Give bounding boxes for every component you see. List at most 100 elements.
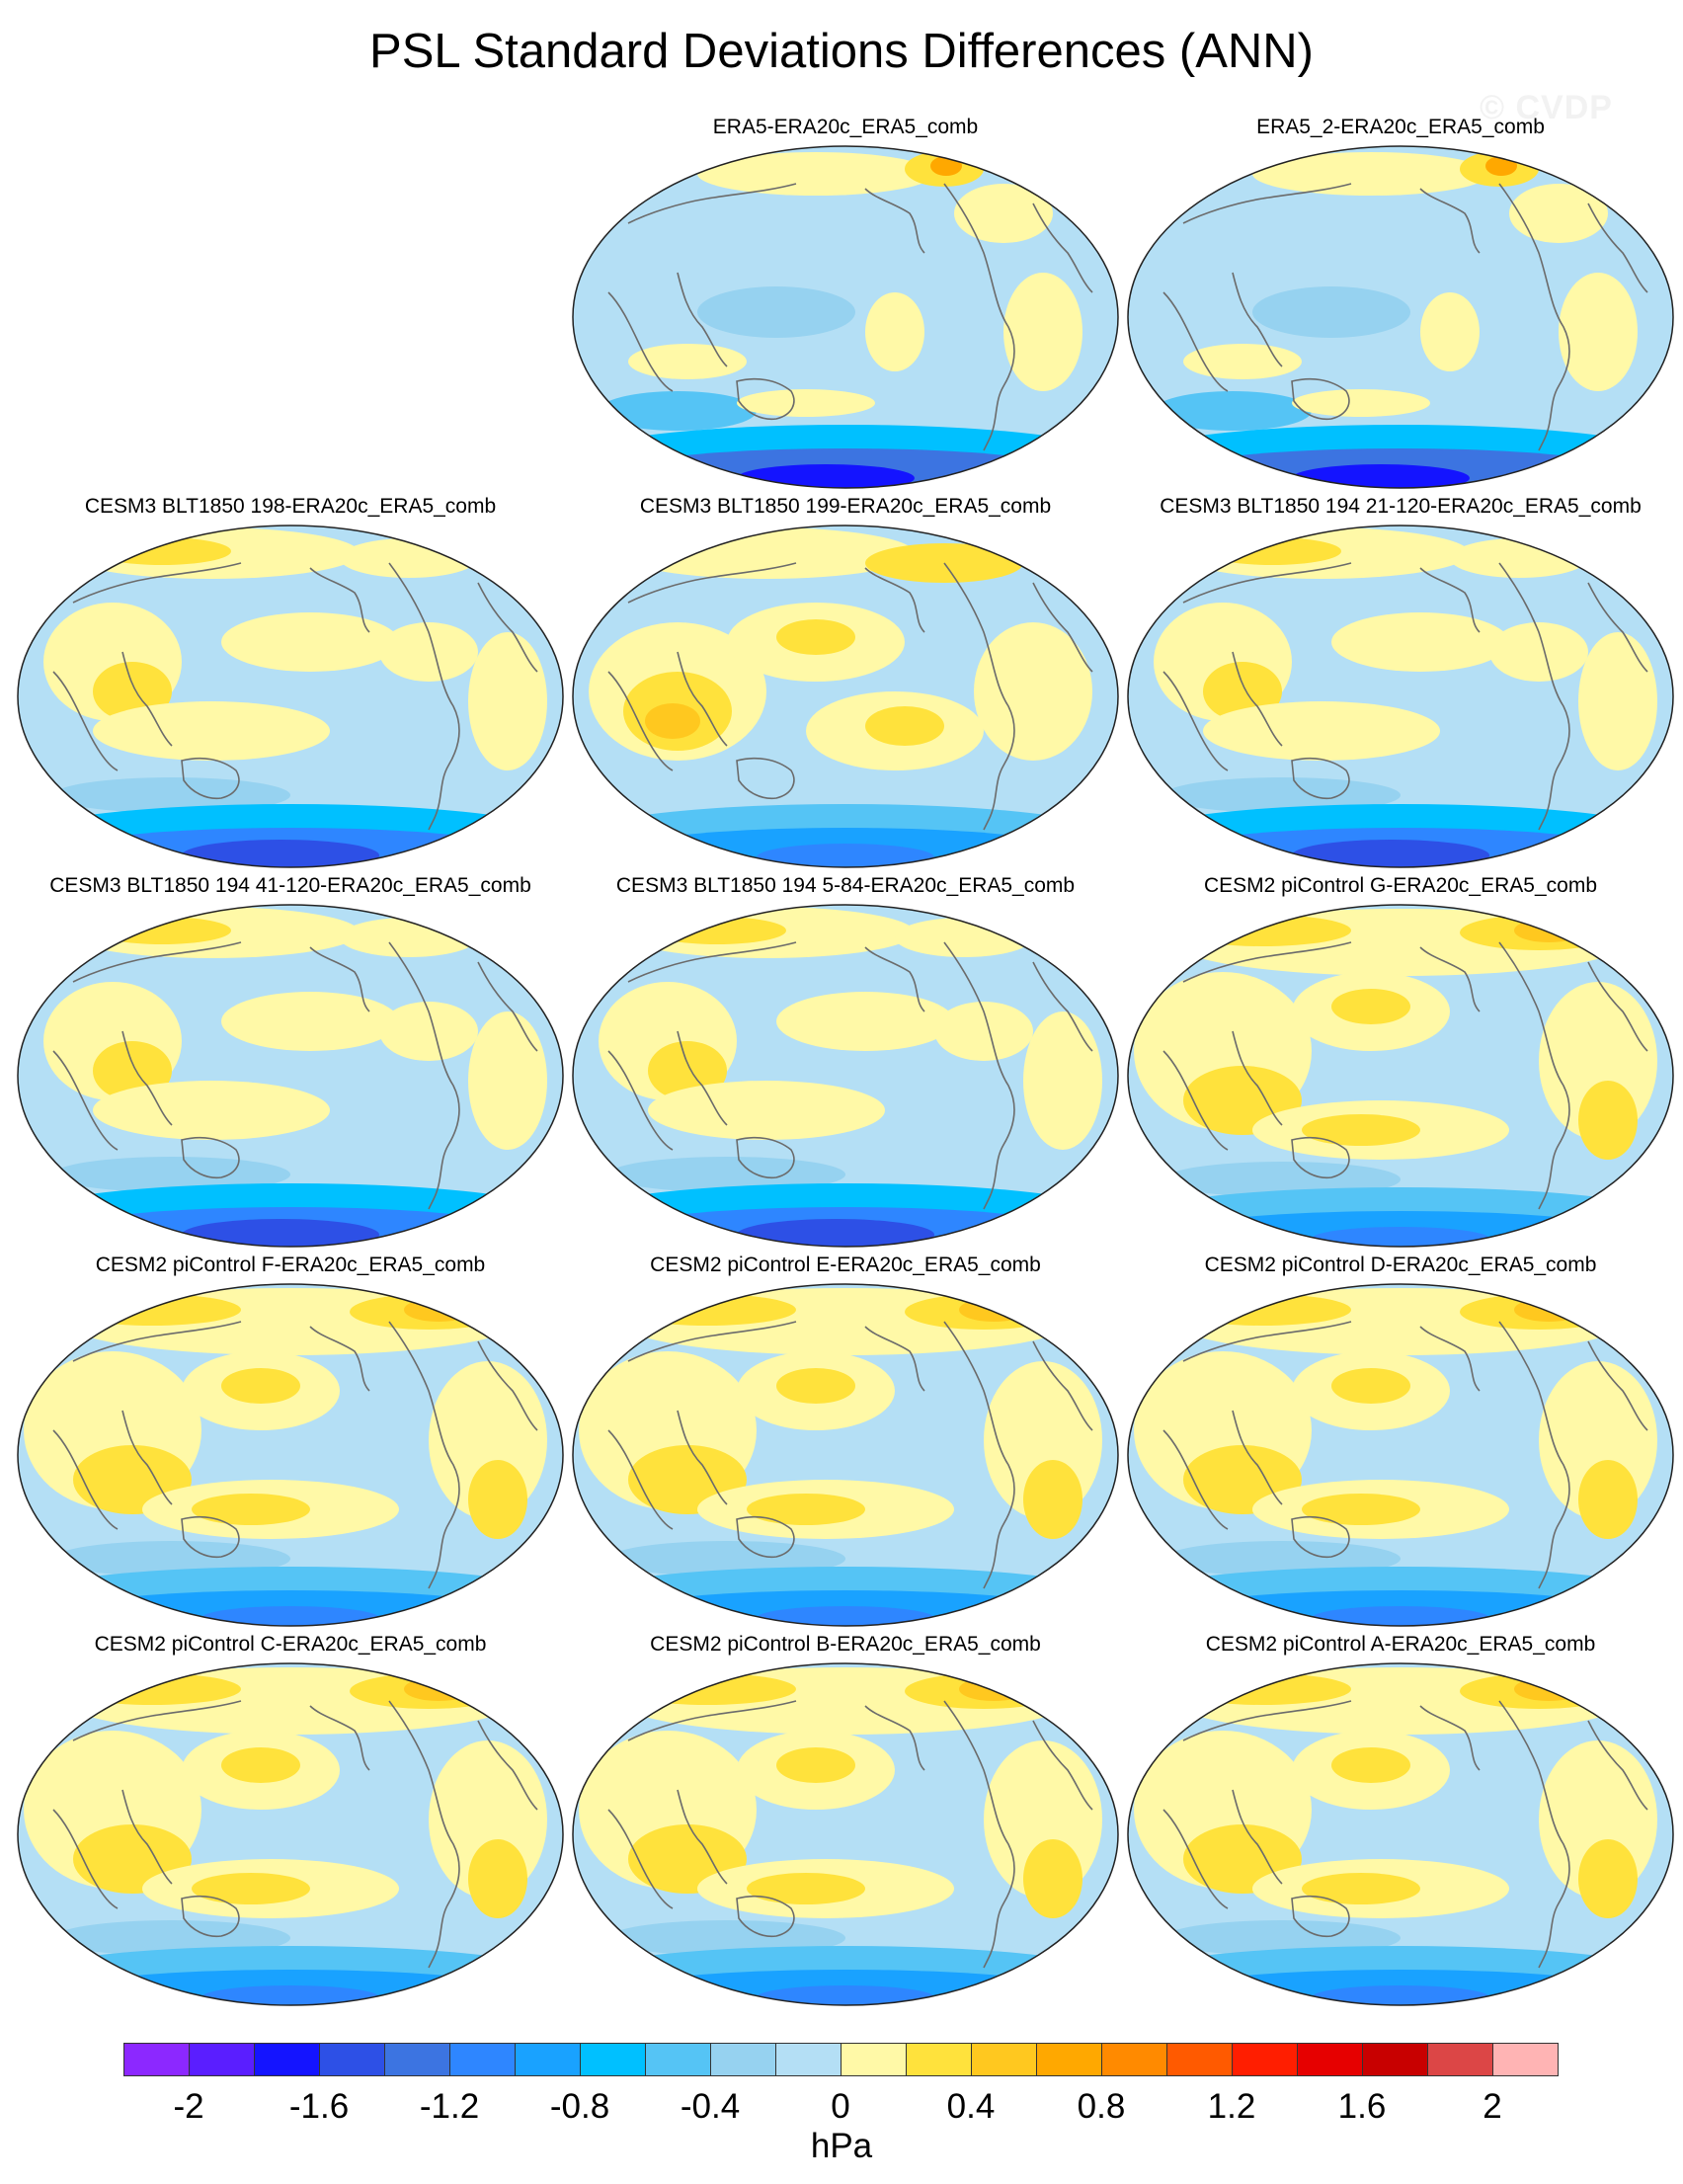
- contour-fill: [18, 526, 563, 867]
- contour-region: [1578, 632, 1657, 770]
- coastline: [121, 1030, 173, 1126]
- panel-title: CESM2 piControl G-ERA20c_ERA5_comb: [1204, 874, 1597, 897]
- contour-region: [776, 1368, 855, 1404]
- colorbar-box: [123, 2043, 190, 2076]
- coastline: [677, 651, 728, 747]
- contour-region: [737, 389, 875, 417]
- contour-region: [1578, 1081, 1638, 1160]
- robinson-map: [17, 525, 564, 868]
- contour-fill: [1128, 146, 1673, 488]
- coastline: [607, 1429, 674, 1530]
- coastline: [1419, 1705, 1481, 1771]
- coastline: [1498, 1321, 1570, 1589]
- contour-region: [1173, 1294, 1351, 1326]
- colorbar-tick-label: 2: [1483, 2087, 1502, 2126]
- contour-region: [645, 703, 700, 739]
- coastline: [477, 1340, 538, 1431]
- colorbar-box: [775, 2043, 842, 2076]
- coastline: [943, 1321, 1015, 1589]
- colorbar-box: [254, 2043, 320, 2076]
- contour-region: [747, 1494, 865, 1525]
- panel-title: CESM3 BLT1850 199-ERA20c_ERA5_comb: [639, 495, 1052, 518]
- map-border: [572, 904, 1119, 1248]
- coastline: [1498, 1700, 1570, 1969]
- contour-region: [379, 622, 478, 682]
- coastline: [627, 941, 797, 983]
- colorbar-box: [645, 2043, 711, 2076]
- contour-region: [628, 344, 747, 379]
- contour-region: [192, 1494, 310, 1525]
- contour-region: [1514, 1677, 1583, 1701]
- contour-region: [192, 1873, 310, 1904]
- map-panel: CESM2 piControl G-ERA20c_ERA5_comb: [1124, 873, 1677, 1249]
- contour-region: [1331, 1368, 1410, 1404]
- coastline: [72, 941, 242, 983]
- coastline: [1291, 377, 1350, 421]
- contour-region: [1183, 344, 1302, 379]
- map-panel: CESM3 BLT1850 198-ERA20c_ERA5_comb: [14, 494, 567, 869]
- colorbar: [123, 2043, 1559, 2078]
- contour-region: [1331, 1747, 1410, 1783]
- map-border: [572, 1662, 1119, 2006]
- coastline: [1232, 1789, 1283, 1885]
- panel-title: CESM2 piControl A-ERA20c_ERA5_comb: [1205, 1633, 1596, 1656]
- contour-region: [1302, 1494, 1420, 1525]
- coastline: [1162, 1050, 1229, 1151]
- contour-region: [1203, 537, 1341, 565]
- contour-region: [1252, 286, 1410, 338]
- contour-region: [1578, 1460, 1638, 1539]
- figure-title: PSL Standard Deviations Differences (ANN…: [369, 25, 1314, 78]
- coastline: [72, 1321, 242, 1362]
- contour-region: [1514, 919, 1583, 942]
- colorbar-tick-label: -1.6: [288, 2087, 350, 2126]
- coastline: [627, 1700, 797, 1741]
- contour-region: [865, 292, 924, 371]
- contour-region: [404, 1677, 473, 1701]
- contour-region: [648, 917, 786, 944]
- coastline: [1587, 1340, 1648, 1431]
- coastline: [477, 1720, 538, 1811]
- colorbar-box: [319, 2043, 385, 2076]
- colorbar-box: [1101, 2043, 1167, 2076]
- robinson-map: [17, 1283, 564, 1627]
- map-border: [572, 1283, 1119, 1627]
- contour-region: [1203, 701, 1440, 761]
- panel-title: CESM3 BLT1850 198-ERA20c_ERA5_comb: [84, 495, 497, 518]
- colorbar-box: [971, 2043, 1037, 2076]
- contour-region: [53, 1157, 290, 1192]
- coastline: [1182, 1321, 1352, 1362]
- coastline: [943, 941, 1015, 1210]
- coastline: [1587, 582, 1648, 673]
- contour-region: [1023, 1011, 1102, 1150]
- contour-fill: [1128, 905, 1673, 1247]
- coastline: [181, 1136, 240, 1179]
- map-border: [17, 525, 564, 868]
- coastline: [181, 757, 240, 800]
- contour-region: [599, 391, 757, 431]
- colorbar-box: [189, 2043, 255, 2076]
- contour-region: [1331, 612, 1509, 672]
- contour-region: [697, 152, 934, 196]
- coastline: [864, 946, 925, 1012]
- contour-region: [776, 992, 954, 1051]
- coastline: [1291, 1515, 1350, 1559]
- coastline: [1232, 1030, 1283, 1126]
- map-border: [1127, 904, 1674, 1248]
- coastline: [1419, 1326, 1481, 1392]
- coastline: [1419, 188, 1481, 254]
- robinson-map: [572, 525, 1119, 868]
- robinson-map: [572, 1283, 1119, 1627]
- coastline: [121, 1789, 173, 1885]
- coastline: [1498, 562, 1570, 831]
- contour-region: [221, 992, 399, 1051]
- coastline: [943, 1700, 1015, 1969]
- contour-region: [974, 622, 1092, 761]
- contour-region: [1420, 292, 1480, 371]
- contour-region: [1292, 389, 1430, 417]
- coastline: [1419, 567, 1481, 633]
- colorbar-tick-label: -0.8: [549, 2087, 610, 2126]
- coastline: [607, 1809, 674, 1909]
- contour-fill: [573, 1284, 1118, 1626]
- coastline: [1587, 961, 1648, 1052]
- coastline: [309, 946, 370, 1012]
